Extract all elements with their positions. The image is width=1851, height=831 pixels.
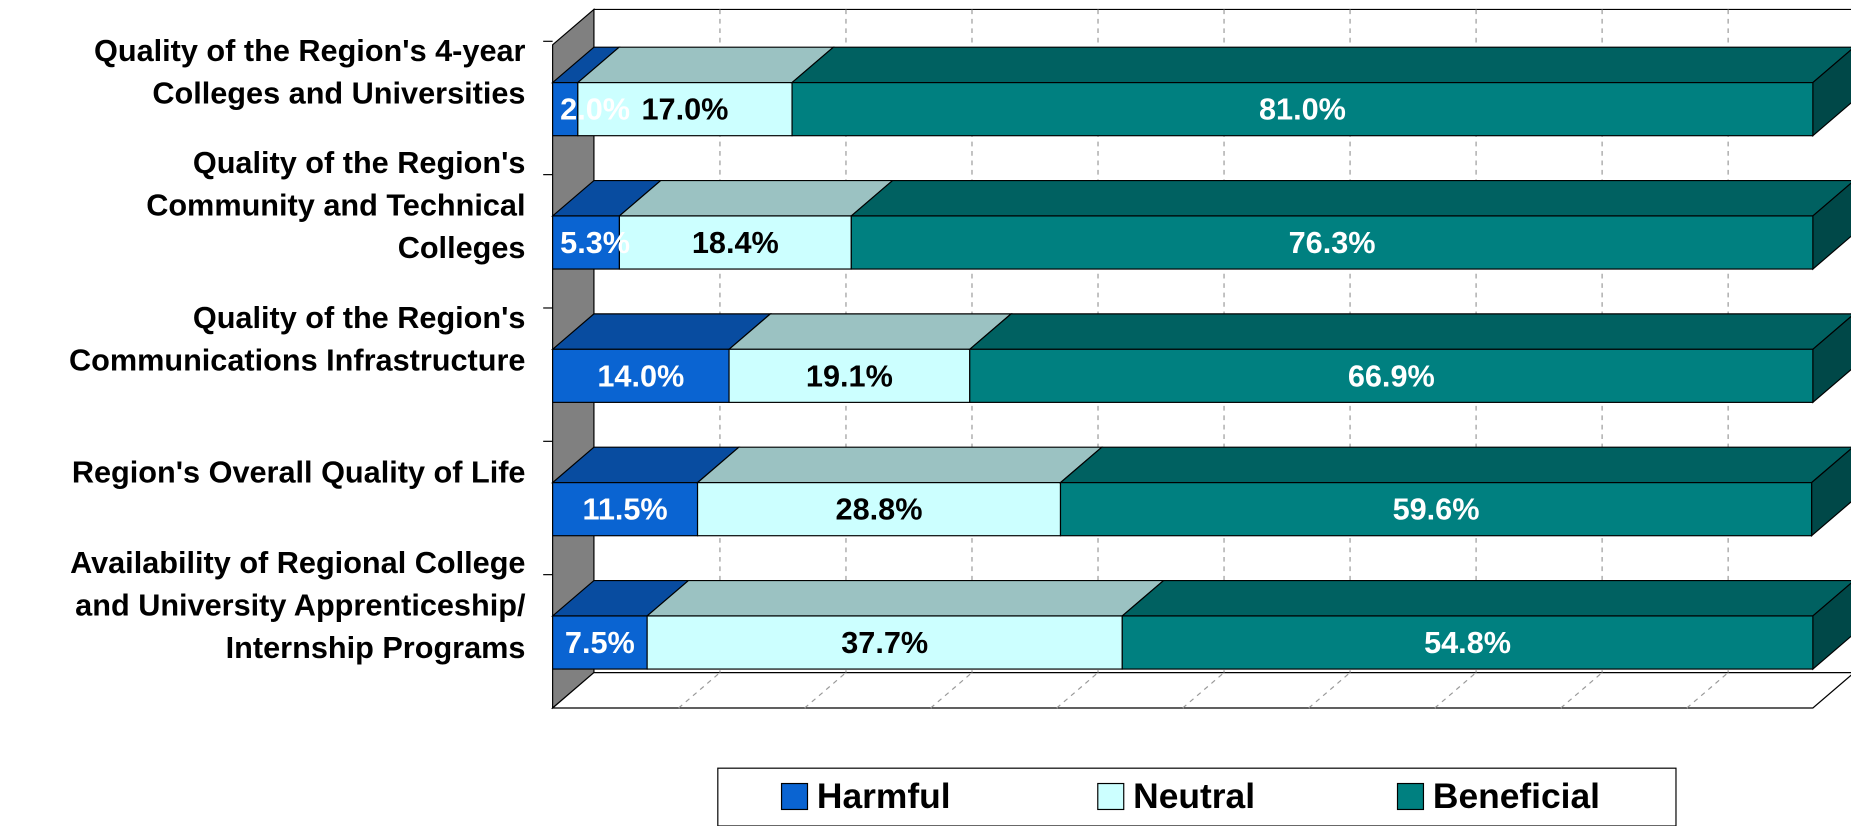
bar-top — [727, 313, 1013, 350]
value-label: 7.5% — [565, 626, 635, 660]
value-label: 37.7% — [841, 626, 928, 660]
value-label: 14.0% — [597, 359, 684, 393]
legend-box — [717, 767, 1677, 827]
bar-top — [790, 46, 1851, 84]
bar-segment — [790, 46, 1851, 137]
category-label: Quality of the Region's Communications In… — [69, 301, 526, 377]
bar-segment — [551, 46, 621, 137]
bar-front — [618, 215, 852, 270]
value-label: 76.3% — [1289, 226, 1376, 260]
value-label: 18.4% — [692, 226, 779, 260]
bar-front — [552, 482, 699, 537]
bar-segment — [727, 313, 1013, 403]
legend-swatch — [1396, 782, 1425, 811]
bar-segment — [1120, 579, 1851, 671]
bar-segment — [617, 179, 895, 270]
bar-segment — [695, 446, 1104, 537]
bar-front — [552, 82, 579, 137]
bar-front — [696, 482, 1062, 537]
bar-front — [1059, 482, 1813, 537]
bar-segment — [1058, 446, 1851, 538]
bar-segment — [849, 179, 1851, 271]
bar-front — [728, 348, 971, 403]
bar-segment — [551, 179, 663, 270]
bar-segment — [645, 579, 1166, 670]
bar-segment — [551, 313, 772, 403]
value-label: 59.6% — [1393, 493, 1480, 527]
legend-label: Beneficial — [1433, 777, 1600, 816]
category-label: Quality of the Region's 4-year Colleges a… — [94, 34, 526, 110]
bar-top — [968, 313, 1851, 350]
legend-label: Neutral — [1133, 777, 1255, 816]
bar-front — [1121, 615, 1814, 670]
bar-front — [552, 215, 621, 270]
floor — [551, 672, 1851, 709]
category-label: Quality of the Region's Community and Tec… — [146, 146, 525, 265]
bar-top — [645, 579, 1166, 617]
value-label: 2.0% — [560, 93, 630, 127]
value-label: 28.8% — [836, 493, 923, 527]
legend-swatch — [1097, 782, 1125, 811]
value-label: 81.0% — [1259, 93, 1346, 127]
bar-front — [791, 82, 1814, 137]
bar-front — [552, 615, 648, 670]
bar-top — [695, 446, 1104, 484]
bar-top — [1058, 446, 1851, 484]
legend-swatch — [780, 782, 809, 811]
bar-segment — [551, 446, 741, 537]
bar-top — [617, 179, 895, 217]
bar-front — [577, 82, 793, 137]
bar-front — [646, 615, 1123, 670]
value-label: 54.8% — [1424, 626, 1511, 660]
category-label: Region's Overall Quality of Life — [72, 455, 526, 489]
bar-front — [969, 348, 1814, 403]
value-label: 17.0% — [641, 93, 728, 127]
bar-front — [850, 215, 1814, 270]
category-label: Availability of Regional College and Univ… — [70, 546, 526, 665]
bar-top — [576, 46, 835, 84]
bar-top — [849, 179, 1851, 217]
value-label: 11.5% — [582, 493, 667, 527]
bar-top — [1120, 579, 1851, 617]
bar-front — [552, 348, 730, 403]
value-label: 66.9% — [1348, 359, 1435, 393]
value-label: 19.1% — [806, 359, 893, 393]
legend-label: Harmful — [817, 777, 951, 816]
value-label: 5.3% — [560, 226, 630, 260]
bar-segment — [968, 313, 1851, 404]
